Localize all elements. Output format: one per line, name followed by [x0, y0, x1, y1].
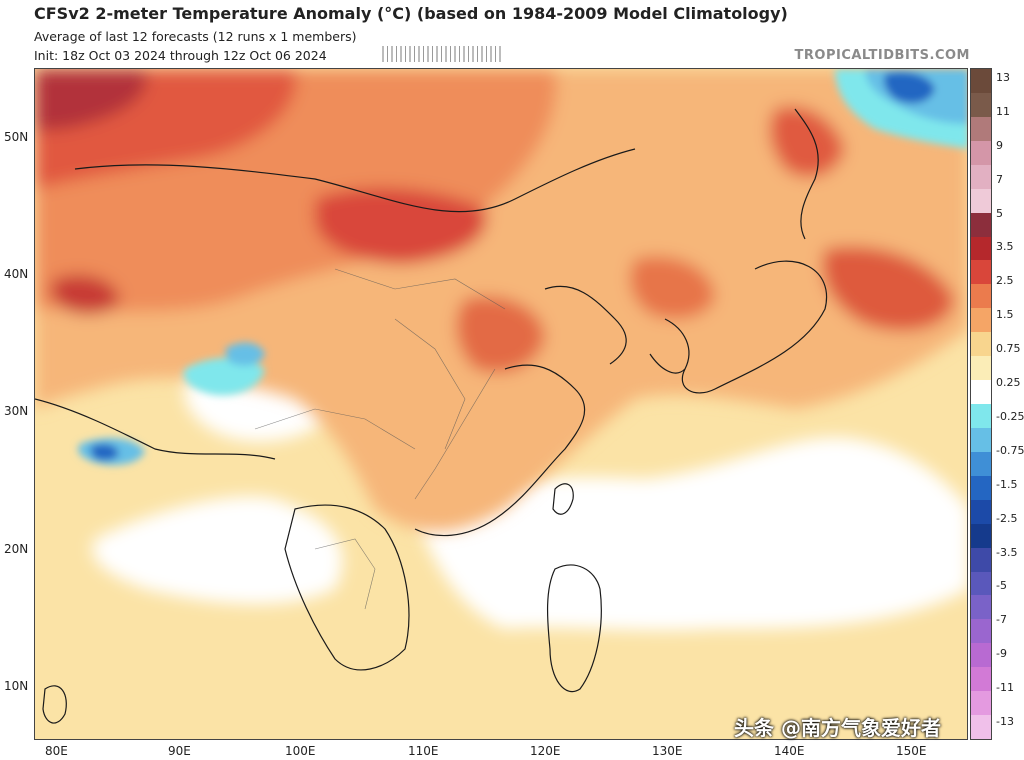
colorbar-segment: [971, 499, 991, 525]
temperature-anomaly-map: [34, 68, 968, 740]
colorbar-label: -5: [996, 579, 1007, 593]
colorbar-segment: [971, 619, 991, 644]
colorbar-label: -0.75: [996, 443, 1024, 457]
lat-label-50n: 50N: [4, 130, 29, 144]
colorbar-segment: [971, 667, 991, 692]
colorbar-label: 0.75: [996, 342, 1021, 356]
colorbar-label: -0.25: [996, 409, 1024, 423]
colorbar-segment: [971, 140, 991, 166]
colorbar-segment: [971, 308, 991, 333]
colorbar-segment: [971, 715, 991, 740]
lat-label-10n: 10N: [4, 679, 29, 693]
colorbar: [970, 68, 992, 740]
warm-anomaly-regions: [35, 69, 967, 532]
lon-label-140e: 140E: [774, 744, 805, 758]
colorbar-segment: [971, 332, 991, 357]
lon-label-150e: 150E: [896, 744, 927, 758]
map-subtitle-init: Init: 18z Oct 03 2024 through 12z Oct 06…: [34, 48, 327, 63]
lat-label-20n: 20N: [4, 542, 29, 556]
colorbar-segment: [971, 380, 991, 405]
map-title: CFSv2 2-meter Temperature Anomaly (°C) (…: [34, 4, 788, 23]
colorbar-segment: [971, 356, 991, 381]
colorbar-label: 3.5: [996, 240, 1014, 254]
colorbar-label: 13: [996, 71, 1010, 84]
lon-label-120e: 120E: [530, 744, 561, 758]
colorbar-segment: [971, 92, 991, 118]
colorbar-segment: [971, 69, 991, 94]
brand-label: TROPICALTIDBITS.COM: [794, 48, 970, 63]
colorbar-segment: [971, 475, 991, 501]
colorbar-label: 7: [996, 172, 1003, 186]
colorbar-segment: [971, 116, 991, 142]
cool-anomaly-regions: [78, 69, 967, 466]
colorbar-label: 2.5: [996, 274, 1014, 288]
colorbar-label: -7: [996, 613, 1007, 627]
redacted-text-bar: [382, 46, 504, 62]
map-subtitle-forecasts: Average of last 12 forecasts (12 runs x …: [34, 29, 357, 44]
colorbar-segment: [971, 523, 991, 549]
anomaly-field-svg: [35, 69, 967, 739]
lon-label-130e: 130E: [652, 744, 683, 758]
colorbar-label: -13: [996, 715, 1014, 728]
colorbar-segment: [971, 547, 991, 572]
colorbar-segment: [971, 451, 991, 477]
colorbar-segment: [971, 212, 991, 237]
lon-label-110e: 110E: [408, 744, 439, 758]
colorbar-label: 11: [996, 104, 1010, 118]
colorbar-label: 9: [996, 138, 1003, 152]
colorbar-label: -3.5: [996, 545, 1018, 559]
colorbar-segment: [971, 571, 991, 596]
lon-label-90e: 90E: [168, 744, 191, 758]
lon-label-100e: 100E: [285, 744, 316, 758]
colorbar-segment: [971, 236, 991, 261]
colorbar-label: -9: [996, 647, 1007, 661]
colorbar-segment: [971, 164, 991, 190]
coastlines: [35, 108, 828, 724]
colorbar-segment: [971, 427, 991, 453]
watermark-text: 头条 @南方气象爱好者: [734, 716, 941, 740]
lon-label-80e: 80E: [45, 744, 68, 758]
colorbar-segment: [971, 188, 991, 214]
colorbar-label: 0.25: [996, 376, 1021, 390]
lat-label-30n: 30N: [4, 404, 29, 418]
colorbar-label: 1.5: [996, 308, 1014, 322]
colorbar-label: -1.5: [996, 477, 1018, 491]
colorbar-segment: [971, 404, 991, 429]
colorbar-segment: [971, 691, 991, 716]
lat-label-40n: 40N: [4, 267, 29, 281]
colorbar-label: -11: [996, 681, 1014, 695]
colorbar-segment: [971, 643, 991, 668]
colorbar-segment: [971, 595, 991, 620]
colorbar-segment: [971, 284, 991, 309]
colorbar-label: 5: [996, 206, 1003, 220]
colorbar-segment: [971, 260, 991, 285]
colorbar-label: -2.5: [996, 511, 1018, 525]
province-borders: [254, 268, 506, 610]
